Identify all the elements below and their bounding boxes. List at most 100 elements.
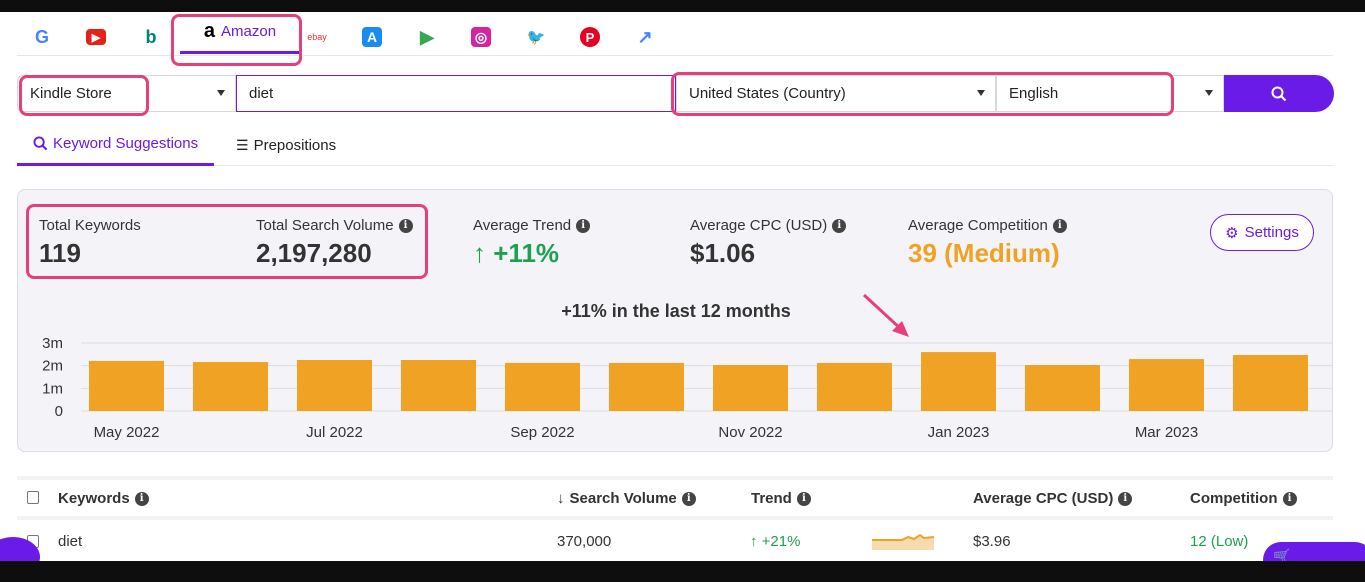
chevron-down-icon xyxy=(217,90,225,96)
bar xyxy=(193,362,268,411)
tab-amazon[interactable]: a Amazon xyxy=(180,12,300,54)
sort-down-icon: ↓ xyxy=(557,490,565,507)
settings-button[interactable]: ⚙ Settings xyxy=(1210,214,1314,251)
trend-sparkline xyxy=(872,534,935,550)
x-tick-label: Jul 2022 xyxy=(306,424,363,441)
stat-value: 39 (Medium) xyxy=(908,238,1060,268)
annotation-arrowhead xyxy=(892,321,909,337)
tab-label: Keyword Suggestions xyxy=(53,135,199,152)
column-trend[interactable]: Trend xyxy=(751,490,792,507)
keyword-value: diet xyxy=(249,85,274,102)
bing-icon[interactable]: b xyxy=(145,26,157,47)
ebay-icon[interactable]: ebay xyxy=(307,32,327,42)
google-play-icon[interactable]: ▶ xyxy=(420,26,434,47)
stat-average-competition: Average Competition i 39 (Medium) xyxy=(908,217,1067,269)
amazon-icon: a xyxy=(203,20,216,42)
export-toolbar-button[interactable]: 🛒 xyxy=(1263,542,1365,561)
column-cpc[interactable]: Average CPC (USD) xyxy=(973,490,1114,507)
bar xyxy=(401,360,476,411)
y-tick-label: 1m xyxy=(42,380,63,397)
stat-label: Total Search Volume xyxy=(256,217,394,234)
language-value: English xyxy=(1009,85,1059,102)
stat-average-cpc: Average CPC (USD) i $1.06 xyxy=(690,217,847,269)
column-search-volume[interactable]: Search Volume xyxy=(569,490,677,507)
arrow-up-icon: ↑ xyxy=(750,533,758,550)
volume-chart: 0 1m 2m 3m May 2022 Jul 2022 Sep 2022 Nov 2022 J… xyxy=(42,293,1333,441)
twitter-icon[interactable]: 🐦 xyxy=(526,29,546,46)
gear-icon: ⚙ xyxy=(1225,224,1239,242)
search-engine-tabs: G ▶ b a Amazon ebay A ▶ ◎ 🐦 P ↗ xyxy=(17,12,1333,56)
page: G ▶ b a Amazon ebay A ▶ ◎ 🐦 P ↗ Kindle S… xyxy=(0,12,1365,561)
info-icon[interactable]: i xyxy=(832,218,847,233)
trends-icon[interactable]: ↗ xyxy=(637,26,653,47)
language-select[interactable]: English xyxy=(996,75,1224,112)
info-icon[interactable]: i xyxy=(1118,491,1133,506)
y-tick-label: 0 xyxy=(55,403,63,420)
select-all-checkbox[interactable] xyxy=(27,491,39,504)
amazon-label: Amazon xyxy=(221,23,277,40)
table-header: Keywords i ↓ Search Volume i Trend i Average… xyxy=(17,476,1333,520)
bar xyxy=(713,364,788,411)
result-tabs: Keyword Suggestions ☰ Prepositions xyxy=(17,124,1333,166)
stat-total-search-volume: Total Search Volume i 2,197,280 xyxy=(256,217,413,269)
cpc-cell: $3.96 xyxy=(973,533,1011,550)
annotation-arrow xyxy=(862,293,904,332)
bar xyxy=(1025,364,1100,411)
y-tick-label: 3m xyxy=(42,335,63,352)
stat-label: Average CPC (USD) xyxy=(690,217,828,234)
column-competition[interactable]: Competition xyxy=(1190,490,1278,507)
chevron-down-icon xyxy=(977,90,985,96)
youtube-icon[interactable]: ▶ xyxy=(86,29,106,45)
stat-label: Average Trend xyxy=(473,217,572,234)
search-icon xyxy=(1271,86,1287,101)
stat-value: 119 xyxy=(39,238,81,268)
country-select[interactable]: United States (Country) xyxy=(676,75,996,112)
keyword-input[interactable]: diet xyxy=(236,75,676,112)
google-icon[interactable]: G xyxy=(34,26,49,47)
stat-value: $1.06 xyxy=(690,238,756,268)
info-icon[interactable]: i xyxy=(134,491,149,506)
info-icon[interactable]: i xyxy=(1282,491,1297,506)
summary-card: Total Keywords 119 Total Search Volume i … xyxy=(17,189,1333,452)
instagram-icon[interactable]: ◎ xyxy=(471,27,491,47)
app-store-icon[interactable]: A xyxy=(362,27,382,47)
y-tick-label: 2m xyxy=(42,358,63,375)
info-icon[interactable]: i xyxy=(681,491,696,506)
bar xyxy=(817,362,892,411)
chevron-down-icon xyxy=(1205,90,1213,96)
store-select[interactable]: Kindle Store xyxy=(17,75,236,112)
search-button[interactable] xyxy=(1224,75,1334,112)
bar xyxy=(609,362,684,411)
column-keywords[interactable]: Keywords xyxy=(58,490,130,507)
cart-icon: 🛒 xyxy=(1273,548,1291,561)
info-icon[interactable]: i xyxy=(1052,218,1067,233)
pinterest-icon[interactable]: P xyxy=(580,27,600,47)
stat-label: Total Keywords xyxy=(39,217,141,234)
search-icon xyxy=(33,136,48,151)
stat-value: 2,197,280 xyxy=(256,238,372,268)
x-tick-label: Jan 2023 xyxy=(928,424,990,441)
bar xyxy=(1129,359,1204,411)
info-icon[interactable]: i xyxy=(576,218,591,233)
info-icon[interactable]: i xyxy=(796,491,811,506)
store-value: Kindle Store xyxy=(30,85,112,102)
stat-average-trend: Average Trend i ↑ +11% xyxy=(473,217,591,269)
bar xyxy=(921,352,996,411)
stat-value: +11% xyxy=(493,238,560,268)
indent-list-icon: ☰ xyxy=(236,136,249,153)
stat-total-keywords: Total Keywords 119 xyxy=(39,217,141,269)
bar xyxy=(89,360,164,411)
tab-prepositions[interactable]: ☰ Prepositions xyxy=(220,124,352,166)
chart-title: +11% in the last 12 months xyxy=(561,301,791,321)
x-tick-label: Sep 2022 xyxy=(510,424,574,441)
tab-keyword-suggestions[interactable]: Keyword Suggestions xyxy=(17,124,215,166)
info-icon[interactable]: i xyxy=(398,218,413,233)
bar xyxy=(505,362,580,411)
arrow-up-icon: ↑ xyxy=(473,238,486,268)
country-value: United States (Country) xyxy=(689,85,846,102)
settings-label: Settings xyxy=(1244,224,1299,241)
stat-label: Average Competition xyxy=(908,217,1048,234)
tab-label: Prepositions xyxy=(253,136,337,154)
keyword-cell[interactable]: diet xyxy=(58,533,83,550)
x-tick-label: May 2022 xyxy=(94,424,160,441)
